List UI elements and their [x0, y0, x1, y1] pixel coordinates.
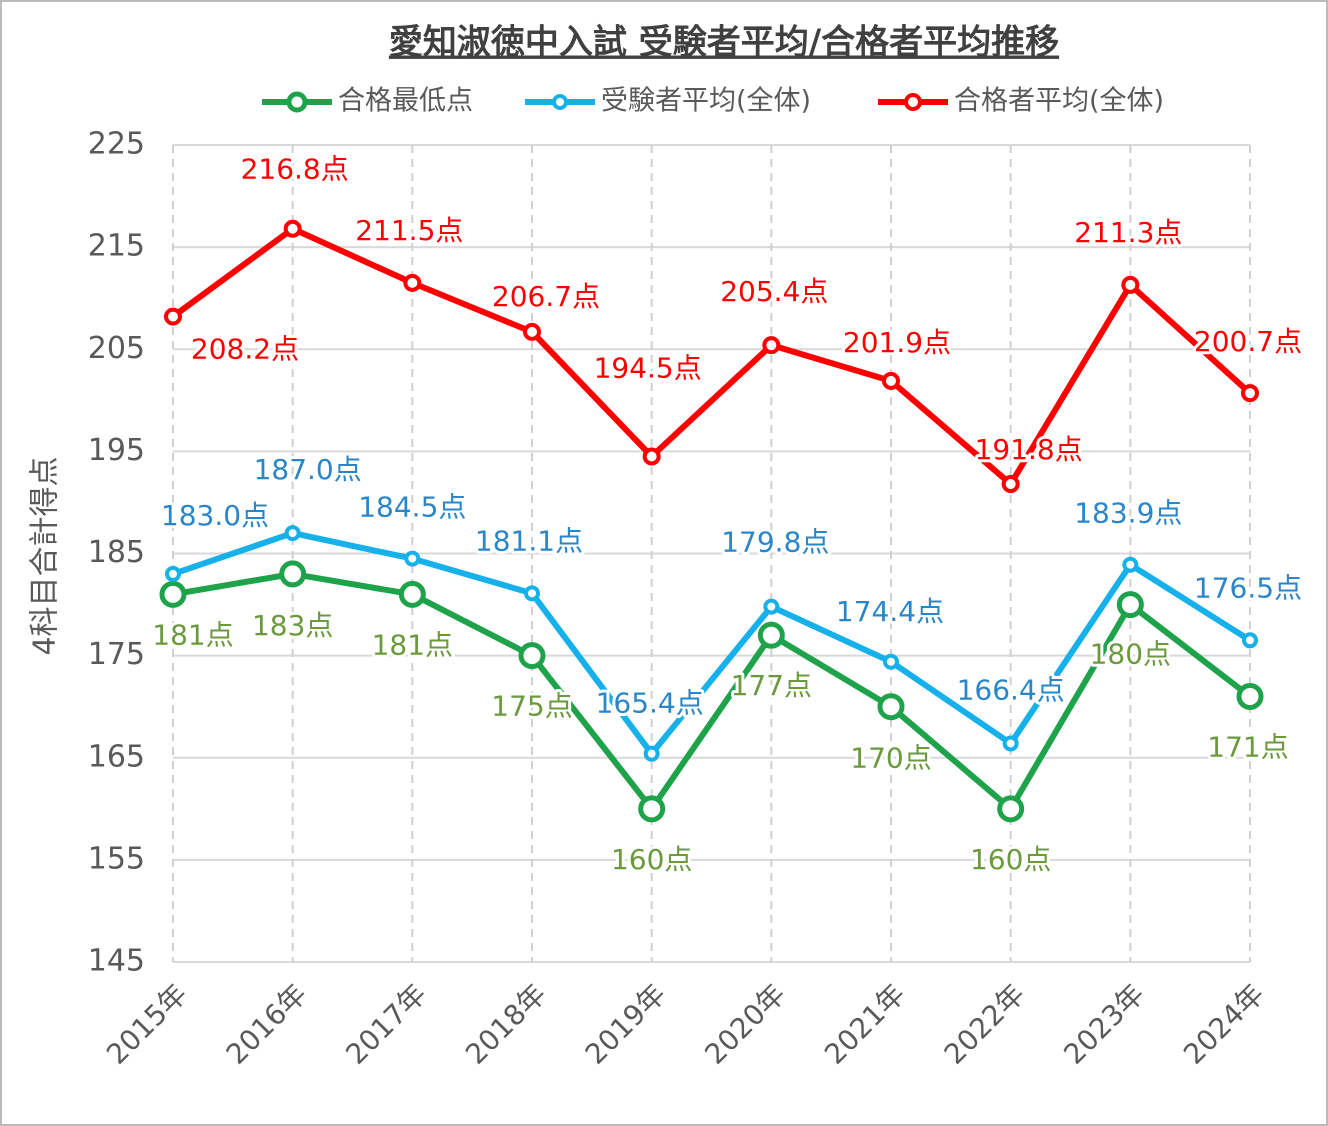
data-label: 211.3点: [1074, 216, 1182, 249]
data-point: [159, 580, 187, 608]
data-label: 183点: [252, 609, 333, 642]
data-label: 200.7点: [1194, 325, 1302, 358]
y-tick-label: 215: [88, 229, 145, 264]
data-label: 206.7点: [492, 280, 600, 313]
y-tick-label: 205: [88, 331, 145, 366]
data-label: 160点: [611, 843, 692, 876]
data-point: [284, 525, 301, 542]
data-label: 179.8点: [721, 526, 829, 559]
data-label: 205.4点: [720, 275, 828, 308]
data-point: [523, 322, 541, 341]
data-point: [763, 598, 780, 615]
data-label: 170点: [850, 742, 931, 775]
data-point: [642, 447, 661, 466]
data-point: [877, 693, 905, 721]
data-label: 191.8点: [975, 433, 1083, 466]
data-point: [1122, 556, 1139, 573]
data-label: 181点: [152, 618, 233, 651]
data-point: [1242, 632, 1258, 649]
data-label: 160点: [970, 843, 1051, 876]
data-point: [997, 795, 1025, 823]
data-point: [279, 560, 307, 588]
data-label: 177点: [731, 669, 812, 702]
data-label: 211.5点: [355, 214, 463, 247]
data-point: [1001, 475, 1020, 494]
data-point: [638, 795, 666, 823]
data-label: 165.4点: [596, 687, 704, 720]
data-point: [518, 642, 546, 670]
y-tick-label: 145: [88, 944, 145, 979]
data-point: [882, 371, 900, 390]
data-label: 208.2点: [191, 333, 299, 366]
y-tick-label: 155: [88, 841, 145, 876]
data-label: 181.1点: [475, 524, 583, 557]
y-tick-label: 185: [88, 535, 145, 570]
legend-marker: [904, 93, 922, 111]
legend-marker: [286, 91, 308, 113]
data-label: 171点: [1207, 730, 1288, 763]
data-label: 201.9点: [843, 326, 951, 359]
data-label: 175点: [491, 690, 572, 723]
legend-label: 合格最低点: [338, 86, 473, 117]
data-label: 187.0点: [254, 453, 362, 486]
data-point: [524, 585, 540, 602]
legend-label: 受験者平均(全体): [601, 86, 811, 117]
data-point: [1121, 275, 1140, 294]
y-tick-label: 165: [88, 739, 145, 774]
y-tick-label: 225: [88, 127, 145, 162]
series-line: [172, 530, 1252, 757]
data-point: [1241, 384, 1259, 403]
y-tick-label: 175: [88, 637, 145, 672]
data-point: [1116, 591, 1144, 619]
data-label: 194.5点: [594, 351, 702, 384]
legend-label: 合格者平均(全体): [954, 86, 1164, 117]
data-point: [643, 745, 660, 762]
data-point: [883, 653, 899, 670]
series-line: [171, 225, 1253, 488]
data-point: [165, 565, 181, 582]
data-point: [1002, 735, 1019, 752]
data-point: [1236, 682, 1264, 710]
data-point: [164, 307, 182, 326]
data-point: [757, 621, 785, 649]
data-label: 216.8点: [241, 153, 349, 186]
data-point: [398, 580, 426, 608]
data-point: [403, 273, 422, 292]
data-label: 176.5点: [1194, 571, 1302, 604]
data-label: 181点: [372, 628, 453, 661]
data-label: 183.0点: [161, 499, 269, 532]
data-point: [762, 336, 781, 355]
data-point: [404, 550, 421, 567]
y-axis-label: 4科目合計得点: [28, 456, 63, 655]
data-label: 174.4点: [836, 595, 944, 628]
data-label: 183.9点: [1074, 497, 1182, 530]
data-point: [283, 219, 302, 238]
y-tick-label: 195: [88, 433, 145, 468]
chart-title: 愛知淑徳中入試 受験者平均/合格者平均推移: [389, 23, 1059, 63]
data-label: 184.5点: [358, 491, 466, 524]
series-line: [172, 570, 1252, 812]
legend-marker: [552, 94, 568, 110]
data-label: 180点: [1090, 638, 1171, 671]
data-label: 166.4点: [957, 673, 1065, 706]
